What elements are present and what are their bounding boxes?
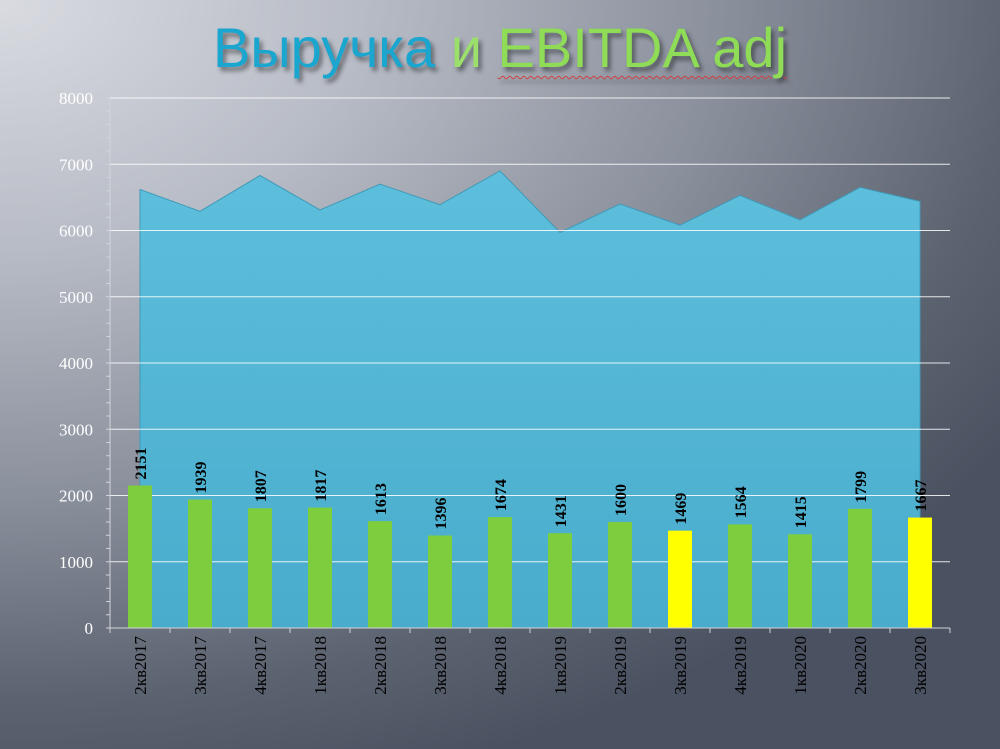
bar-4кв2018: [488, 517, 512, 628]
category-label: 2кв2018: [371, 636, 390, 695]
bar-1кв2020: [788, 534, 812, 628]
bar-4кв2019: [728, 524, 752, 628]
category-label: 3кв2017: [191, 636, 210, 695]
data-label: 2151: [133, 447, 150, 479]
y-tick-label: 0: [85, 619, 94, 638]
category-label: 4кв2019: [731, 636, 750, 695]
data-label: 1613: [373, 483, 390, 515]
data-label: 1431: [553, 495, 570, 527]
title-ebitda: EBITDA adj: [497, 16, 788, 79]
y-tick-label: 3000: [59, 420, 93, 439]
category-label: 1кв2018: [311, 636, 330, 695]
data-label: 1564: [733, 486, 750, 518]
y-tick-label: 4000: [59, 354, 93, 373]
bar-2кв2019: [608, 522, 632, 628]
bar-2кв2017: [128, 485, 152, 628]
data-label: 1674: [493, 479, 510, 511]
bar-2кв2020: [848, 508, 872, 628]
category-label: 4кв2017: [251, 636, 270, 695]
bar-1кв2018: [308, 507, 332, 628]
title-and: и: [435, 16, 498, 79]
title-revenue: Выручка: [212, 16, 436, 79]
bar-3кв2019: [668, 530, 692, 628]
y-tick-label: 7000: [59, 155, 93, 174]
y-tick-label: 8000: [59, 89, 93, 108]
bar-3кв2020: [908, 517, 932, 628]
data-label: 1415: [793, 496, 810, 528]
y-tick-label: 5000: [59, 288, 93, 307]
data-label: 1799: [853, 471, 870, 503]
bar-3кв2018: [428, 535, 452, 628]
category-label: 1кв2019: [551, 636, 570, 695]
category-label: 2кв2019: [611, 636, 630, 695]
category-label: 2кв2017: [131, 636, 150, 695]
data-label: 1939: [193, 462, 210, 494]
category-label: 3кв2018: [431, 636, 450, 695]
bar-2кв2018: [368, 521, 392, 628]
bar-3кв2017: [188, 499, 212, 628]
category-label: 2кв2020: [851, 636, 870, 695]
data-label: 1807: [253, 470, 270, 502]
bar-1кв2019: [548, 533, 572, 628]
y-tick-label: 6000: [59, 222, 93, 241]
data-label: 1817: [313, 470, 330, 502]
data-label: 1396: [433, 498, 450, 530]
data-label: 1667: [913, 480, 930, 512]
category-label: 3кв2020: [911, 636, 930, 695]
category-label: 1кв2020: [791, 636, 810, 695]
bar-4кв2017: [248, 508, 272, 628]
category-label: 3кв2019: [671, 636, 690, 695]
y-tick-label: 2000: [59, 487, 93, 506]
data-label: 1469: [673, 493, 690, 525]
category-label: 4кв2018: [491, 636, 510, 695]
y-tick-label: 1000: [59, 553, 93, 572]
data-label: 1600: [613, 484, 630, 516]
area-series-revenue: [139, 170, 921, 629]
slide-title: Выручка и EBITDA adj: [0, 8, 1000, 88]
